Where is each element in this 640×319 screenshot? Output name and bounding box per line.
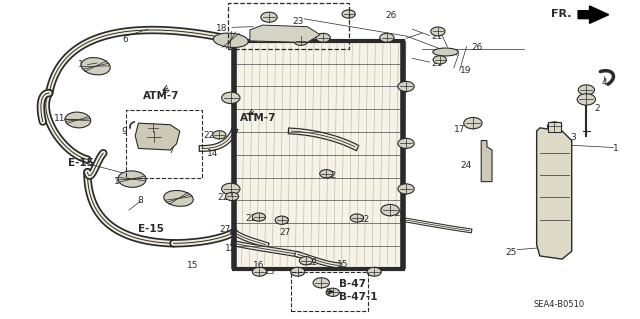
Ellipse shape <box>316 33 330 42</box>
Text: E-15: E-15 <box>68 158 94 168</box>
Text: 9: 9 <box>122 127 127 136</box>
Ellipse shape <box>464 117 482 129</box>
Bar <box>125 110 202 178</box>
Ellipse shape <box>81 57 110 75</box>
Ellipse shape <box>145 131 163 142</box>
Ellipse shape <box>294 36 308 45</box>
Text: 8: 8 <box>138 196 143 205</box>
Text: 11: 11 <box>54 114 65 123</box>
Ellipse shape <box>221 183 240 195</box>
Ellipse shape <box>118 171 146 187</box>
Text: 19: 19 <box>460 66 472 76</box>
Text: 27: 27 <box>280 228 291 237</box>
Ellipse shape <box>577 94 596 105</box>
Text: 23: 23 <box>292 18 304 26</box>
Ellipse shape <box>164 190 193 206</box>
Text: 15: 15 <box>188 261 199 270</box>
Text: 22: 22 <box>306 258 317 267</box>
Text: 24: 24 <box>460 161 472 170</box>
Text: 18: 18 <box>216 24 228 33</box>
Polygon shape <box>548 122 561 132</box>
Ellipse shape <box>398 184 414 194</box>
Ellipse shape <box>300 256 312 265</box>
Text: 22: 22 <box>358 215 369 224</box>
Ellipse shape <box>313 278 330 288</box>
Text: 5: 5 <box>581 93 587 102</box>
Polygon shape <box>250 25 320 42</box>
Ellipse shape <box>291 267 305 276</box>
Ellipse shape <box>261 12 277 22</box>
Ellipse shape <box>431 27 445 36</box>
Text: 22: 22 <box>278 217 290 226</box>
Ellipse shape <box>275 216 289 224</box>
Text: 11: 11 <box>165 196 177 205</box>
Ellipse shape <box>342 10 355 18</box>
Ellipse shape <box>398 138 414 148</box>
Text: 13: 13 <box>264 267 275 276</box>
Text: 6: 6 <box>123 35 129 44</box>
Text: 22: 22 <box>245 213 256 222</box>
Text: 25: 25 <box>506 248 517 257</box>
Text: 26: 26 <box>471 43 483 52</box>
Bar <box>291 272 368 311</box>
Text: FR.: FR. <box>551 9 572 19</box>
Text: 22: 22 <box>218 193 229 202</box>
Text: 12: 12 <box>225 243 236 253</box>
Text: ATM-7: ATM-7 <box>143 91 179 101</box>
Text: 1: 1 <box>613 144 619 153</box>
Text: 15: 15 <box>337 260 349 269</box>
Ellipse shape <box>252 213 266 221</box>
Ellipse shape <box>252 33 267 42</box>
Ellipse shape <box>381 204 399 216</box>
Ellipse shape <box>221 92 240 104</box>
Ellipse shape <box>367 267 381 276</box>
Ellipse shape <box>326 288 339 296</box>
Text: 10: 10 <box>153 127 164 136</box>
Text: 4: 4 <box>602 78 607 86</box>
Text: 22: 22 <box>325 171 337 180</box>
Text: 17: 17 <box>454 125 466 134</box>
Text: 22: 22 <box>204 131 215 140</box>
Text: 20: 20 <box>394 209 406 218</box>
Text: B-47: B-47 <box>339 279 366 289</box>
Text: 21: 21 <box>431 32 443 41</box>
Text: 3: 3 <box>570 133 576 142</box>
Ellipse shape <box>213 33 248 48</box>
Text: 21: 21 <box>431 59 443 68</box>
Ellipse shape <box>398 81 414 92</box>
Text: 11: 11 <box>78 60 90 69</box>
Ellipse shape <box>147 124 159 132</box>
Text: 7: 7 <box>168 145 174 154</box>
Ellipse shape <box>252 267 267 276</box>
Text: 11: 11 <box>114 177 125 186</box>
Ellipse shape <box>578 85 595 95</box>
Text: 26: 26 <box>385 11 396 20</box>
Ellipse shape <box>433 56 447 64</box>
FancyArrow shape <box>578 6 609 23</box>
Text: E-15: E-15 <box>138 224 164 234</box>
Polygon shape <box>135 123 180 150</box>
Text: 2: 2 <box>594 104 600 113</box>
Text: ATM-7: ATM-7 <box>241 113 277 123</box>
Ellipse shape <box>433 48 458 56</box>
Text: 16: 16 <box>253 261 264 270</box>
Bar <box>234 41 403 269</box>
Text: SEA4-B0510: SEA4-B0510 <box>533 300 584 309</box>
Text: 27: 27 <box>220 225 231 234</box>
Ellipse shape <box>212 131 226 139</box>
Polygon shape <box>537 128 572 259</box>
Ellipse shape <box>320 170 333 178</box>
Polygon shape <box>481 141 492 182</box>
Ellipse shape <box>65 112 91 128</box>
Text: B-47-1: B-47-1 <box>339 292 378 302</box>
Ellipse shape <box>225 192 239 201</box>
Ellipse shape <box>380 33 394 42</box>
Ellipse shape <box>350 214 364 222</box>
Bar <box>228 3 349 49</box>
Text: 14: 14 <box>207 149 218 158</box>
Ellipse shape <box>547 122 562 131</box>
